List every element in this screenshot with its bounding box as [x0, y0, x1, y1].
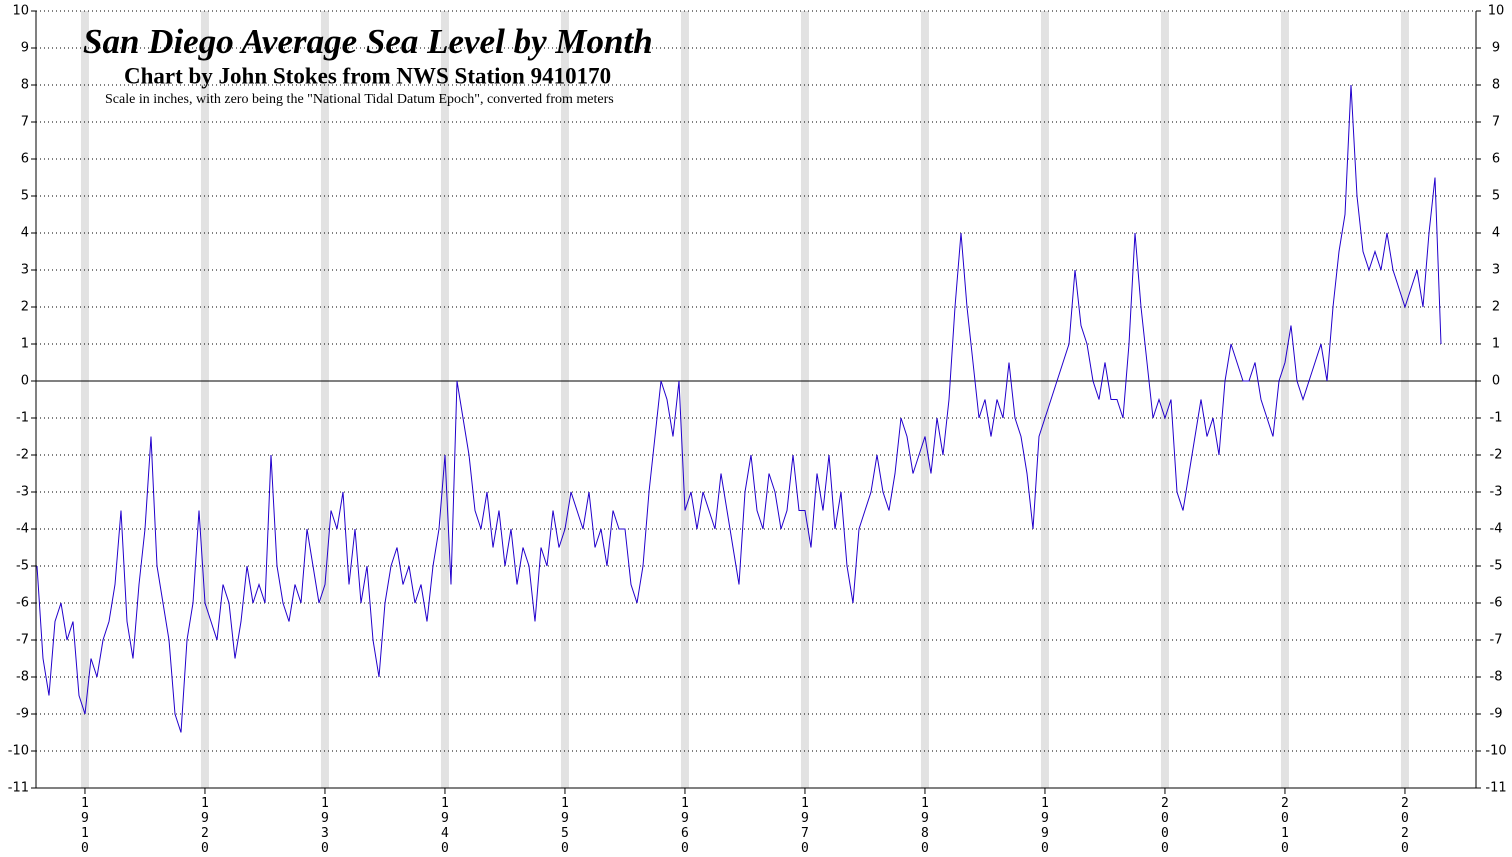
x-tick-label: 1930 [317, 796, 332, 856]
decade-band [560, 11, 569, 788]
decade-band [1160, 11, 1169, 788]
y2-tick-label: 10 [1488, 4, 1505, 19]
y2-tick-label: -5 [1490, 559, 1503, 574]
x-tick-label: 2020 [1397, 796, 1412, 856]
decade-band [1280, 11, 1289, 788]
y2-tick-label: -6 [1490, 596, 1503, 611]
x-tick-label: 1910 [77, 796, 92, 856]
y-tick-label: 4 [21, 226, 29, 241]
y-tick-label: -10 [8, 744, 29, 759]
decade-band [1400, 11, 1409, 788]
y2-tick-label: -7 [1490, 633, 1503, 648]
y2-tick-label: 1 [1492, 337, 1500, 352]
decade-band [320, 11, 329, 788]
chart-title: San Diego Average Sea Level by Month [83, 22, 653, 61]
y-tick-label: 0 [21, 374, 29, 389]
y-tick-label: -2 [16, 448, 29, 463]
y-tick-label: 8 [21, 78, 29, 93]
y-tick-label: -11 [8, 781, 29, 796]
y-tick-label: -9 [16, 707, 29, 722]
x-tick-label: 2010 [1277, 796, 1292, 856]
y2-tick-label: -10 [1485, 744, 1506, 759]
y-tick-label: 1 [21, 337, 29, 352]
decade-band [800, 11, 809, 788]
decade-band [440, 11, 449, 788]
y2-tick-label: -2 [1490, 448, 1503, 463]
chart-note: Scale in inches, with zero being the "Na… [105, 92, 614, 107]
y-tick-label: 9 [21, 41, 29, 56]
y-tick-label: 10 [12, 4, 29, 19]
y2-tick-label: 7 [1492, 115, 1500, 130]
y2-tick-label: -8 [1490, 670, 1503, 685]
x-tick-label: 1970 [797, 796, 812, 856]
y2-tick-label: 8 [1492, 78, 1500, 93]
y-tick-label: 3 [21, 263, 29, 278]
y-tick-label: -5 [16, 559, 29, 574]
y2-tick-label: 5 [1492, 189, 1500, 204]
y-tick-label: 5 [21, 189, 29, 204]
y2-tick-label: 2 [1492, 300, 1500, 315]
decade-band [80, 11, 89, 788]
y-tick-label: -6 [16, 596, 29, 611]
y2-tick-label: -4 [1490, 522, 1503, 537]
y-tick-label: -4 [16, 522, 29, 537]
y2-tick-label: 3 [1492, 263, 1500, 278]
y-tick-label: 2 [21, 300, 29, 315]
y2-tick-label: 0 [1492, 374, 1500, 389]
y2-tick-label: 6 [1492, 152, 1500, 167]
sea-level-line [36, 84, 1442, 733]
x-tick-label: 1990 [1037, 796, 1052, 856]
x-tick-label: 1960 [677, 796, 692, 856]
x-tick-label: 2000 [1157, 796, 1172, 856]
y-tick-label: 6 [21, 152, 29, 167]
y-tick-label: -7 [16, 633, 29, 648]
decade-band [1040, 11, 1049, 788]
y-tick-label: -8 [16, 670, 29, 685]
y-tick-label: 7 [21, 115, 29, 130]
decade-band [680, 11, 689, 788]
y2-tick-label: -1 [1490, 411, 1503, 426]
y-tick-label: -3 [16, 485, 29, 500]
decade-band [200, 11, 209, 788]
y2-tick-label: -3 [1490, 485, 1503, 500]
chart-subtitle: Chart by John Stokes from NWS Station 94… [124, 63, 611, 88]
x-tick-label: 1950 [557, 796, 572, 856]
y2-tick-label: 4 [1492, 226, 1500, 241]
x-tick-label: 1920 [197, 796, 212, 856]
decade-band [920, 11, 929, 788]
x-tick-label: 1940 [437, 796, 452, 856]
y2-tick-label: 9 [1492, 41, 1500, 56]
y2-tick-label: -9 [1490, 707, 1503, 722]
x-tick-label: 1980 [917, 796, 932, 856]
y2-tick-label: -11 [1485, 781, 1506, 796]
y-tick-label: -1 [16, 411, 29, 426]
